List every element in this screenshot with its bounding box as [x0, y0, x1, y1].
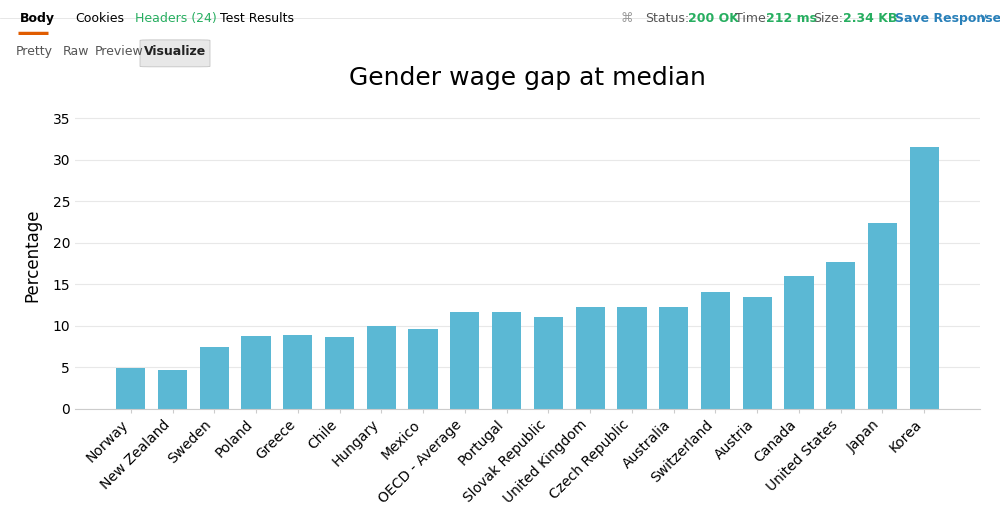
Bar [576, 307, 605, 409]
Bar [826, 262, 855, 409]
Bar [241, 336, 271, 409]
Text: Test Results: Test Results [220, 12, 294, 25]
Text: Visualize: Visualize [144, 45, 206, 59]
Bar [283, 335, 312, 409]
Bar [492, 311, 521, 409]
Bar [450, 312, 479, 409]
Text: Cookies: Cookies [75, 12, 124, 25]
Text: Size:: Size: [813, 12, 843, 25]
Bar [200, 347, 229, 409]
Text: 200 OK: 200 OK [688, 12, 739, 25]
Bar [534, 316, 563, 409]
Text: Body: Body [20, 12, 55, 25]
Text: Time:: Time: [735, 12, 770, 25]
Text: 2.34 KB: 2.34 KB [843, 12, 897, 25]
Text: ∨: ∨ [978, 12, 987, 25]
Bar [408, 329, 438, 409]
Bar [659, 307, 688, 409]
Text: Save Response: Save Response [895, 12, 1000, 25]
Bar [617, 307, 647, 409]
Text: ⌘: ⌘ [620, 12, 633, 25]
Text: Preview: Preview [95, 45, 143, 59]
Bar [158, 369, 187, 409]
Bar [325, 337, 354, 409]
Bar [868, 223, 897, 409]
Text: Status:: Status: [645, 12, 689, 25]
Bar [701, 293, 730, 409]
Bar [743, 297, 772, 409]
Text: 212 ms: 212 ms [766, 12, 817, 25]
Y-axis label: Percentage: Percentage [23, 208, 41, 302]
FancyBboxPatch shape [140, 40, 210, 67]
Text: Pretty: Pretty [16, 45, 52, 59]
Bar [367, 326, 396, 409]
Bar [784, 276, 814, 409]
X-axis label: Country: Country [495, 517, 560, 518]
Text: Raw: Raw [62, 45, 89, 59]
Title: Gender wage gap at median: Gender wage gap at median [349, 66, 706, 90]
Bar [910, 148, 939, 409]
Bar [116, 368, 145, 409]
Text: Headers (24): Headers (24) [135, 12, 217, 25]
